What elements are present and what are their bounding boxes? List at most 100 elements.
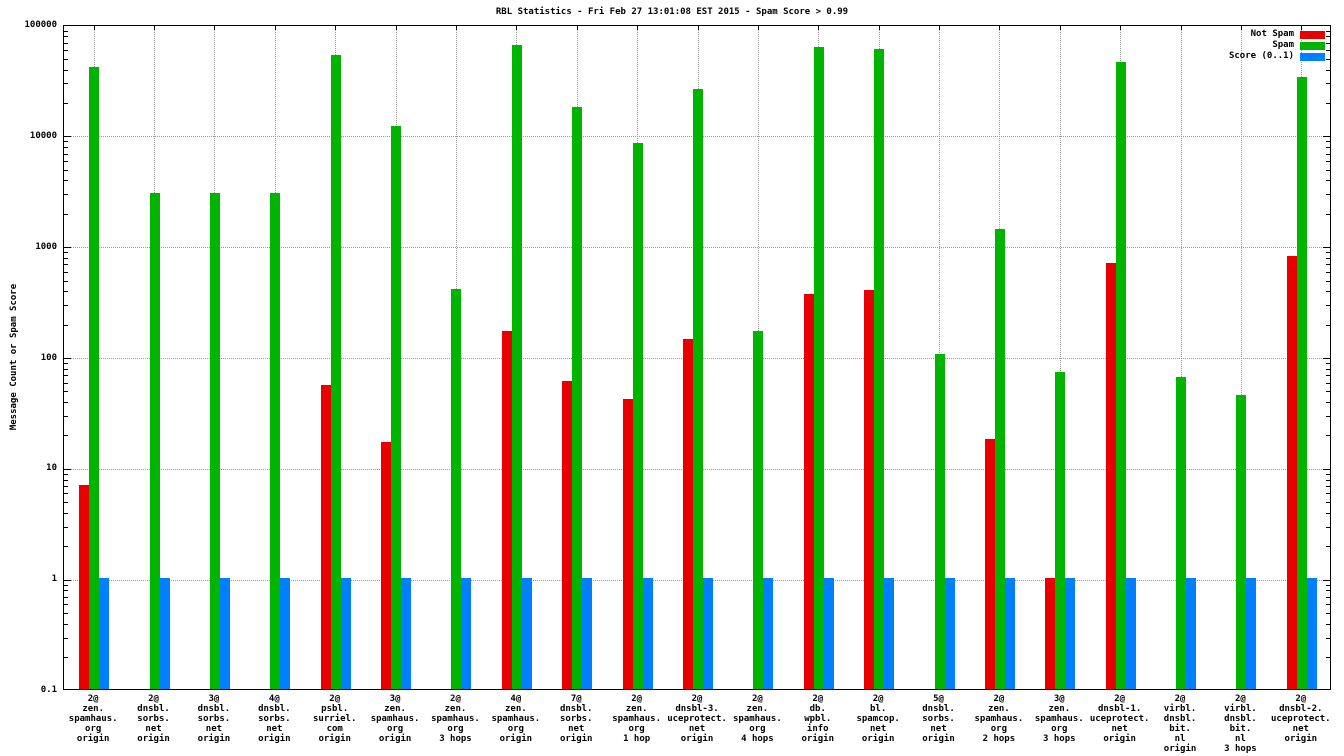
bar-score-0-1 bbox=[1246, 578, 1257, 689]
x-tick bbox=[1180, 26, 1182, 30]
y-minor-tick bbox=[1326, 502, 1330, 504]
y-major-tick bbox=[64, 358, 71, 359]
y-minor-tick bbox=[1326, 546, 1330, 548]
bar-spam bbox=[1115, 62, 1126, 689]
y-minor-tick bbox=[1326, 194, 1330, 196]
y-minor-tick bbox=[64, 623, 68, 625]
bar-score-0-1 bbox=[944, 578, 955, 689]
y-minor-tick bbox=[1326, 402, 1330, 404]
y-minor-tick bbox=[1326, 69, 1330, 71]
x-tick-label: 4@ zen. spamhaus. org origin bbox=[491, 694, 541, 744]
y-minor-tick bbox=[64, 363, 68, 365]
bar-not-spam bbox=[864, 289, 875, 689]
x-tick-label: 5@ dnsbl. sorbs. net origin bbox=[922, 694, 955, 744]
bar-not-spam bbox=[501, 330, 512, 689]
y-minor-tick bbox=[64, 83, 68, 85]
y-minor-tick bbox=[1326, 363, 1330, 365]
legend-label: Not Spam bbox=[1250, 29, 1294, 39]
bar-not-spam bbox=[1286, 256, 1297, 689]
bar-score-0-1 bbox=[99, 578, 110, 689]
bar-spam bbox=[1236, 394, 1247, 689]
x-tick-label: 2@ psbl. surriel. com origin bbox=[313, 694, 357, 744]
y-tick-label: 10 bbox=[46, 463, 57, 474]
bar-spam bbox=[874, 48, 885, 689]
y-minor-tick bbox=[64, 30, 68, 32]
x-tick bbox=[214, 26, 216, 30]
y-minor-tick bbox=[64, 479, 68, 481]
bar-spam bbox=[89, 66, 100, 689]
y-minor-tick bbox=[1326, 147, 1330, 149]
y-minor-tick bbox=[64, 305, 68, 307]
y-major-tick bbox=[1323, 247, 1330, 249]
y-minor-tick bbox=[1326, 36, 1330, 38]
bar-not-spam bbox=[320, 385, 331, 689]
bar-spam bbox=[632, 142, 643, 689]
y-minor-tick bbox=[1326, 486, 1330, 487]
y-minor-tick bbox=[64, 257, 68, 259]
legend-label: Score (0..1) bbox=[1228, 51, 1294, 61]
y-minor-tick bbox=[64, 473, 68, 475]
y-minor-tick bbox=[1326, 382, 1330, 384]
y-tick-label: 100 bbox=[40, 352, 57, 363]
x-tick-label: 3@ dnsbl. sorbs. net origin bbox=[197, 694, 231, 744]
y-minor-tick bbox=[1326, 264, 1330, 266]
y-minor-tick bbox=[64, 153, 68, 155]
y-minor-tick bbox=[1326, 280, 1330, 282]
bar-spam bbox=[391, 126, 402, 689]
chart-title: RBL Statistics - Fri Feb 27 13:01:08 EST… bbox=[495, 7, 849, 17]
bar-not-spam bbox=[622, 399, 633, 689]
bar-not-spam bbox=[381, 441, 392, 689]
legend-label: Spam bbox=[1272, 40, 1294, 50]
x-tick-label: 2@ zen. spamhaus. org 3 hops bbox=[431, 694, 480, 744]
x-tick-label: 2@ zen. spamhaus. org 2 hops bbox=[974, 694, 1024, 744]
bar-score-0-1 bbox=[703, 578, 713, 689]
y-minor-tick bbox=[64, 590, 68, 592]
y-minor-tick bbox=[64, 160, 68, 162]
x-tick-label: 2@ zen. spamhaus. org 4 hops bbox=[732, 694, 782, 744]
y-minor-tick bbox=[1326, 596, 1330, 598]
y-minor-tick bbox=[1326, 291, 1330, 293]
y-minor-tick bbox=[1326, 30, 1330, 32]
y-minor-tick bbox=[64, 291, 68, 293]
x-tick bbox=[335, 26, 337, 30]
y-minor-tick bbox=[1326, 526, 1330, 528]
x-tick bbox=[395, 26, 397, 30]
bar-score-0-1 bbox=[280, 578, 291, 689]
x-tick-label: 2@ zen. spamhaus. org origin bbox=[68, 694, 118, 744]
y-minor-tick bbox=[64, 435, 68, 437]
y-minor-tick bbox=[1326, 435, 1330, 437]
y-minor-tick bbox=[1326, 169, 1330, 171]
y-minor-tick bbox=[64, 382, 68, 384]
y-minor-tick bbox=[64, 58, 68, 60]
y-minor-tick bbox=[64, 526, 68, 528]
gridline-vertical bbox=[1059, 26, 1061, 689]
bar-spam bbox=[813, 47, 824, 689]
y-minor-tick bbox=[64, 493, 68, 495]
y-minor-tick bbox=[64, 512, 68, 514]
bar-score-0-1 bbox=[582, 578, 593, 689]
y-minor-tick bbox=[64, 194, 68, 196]
y-minor-tick bbox=[1326, 257, 1330, 259]
y-minor-tick bbox=[1326, 613, 1330, 615]
y-major-tick bbox=[1323, 358, 1330, 359]
y-minor-tick bbox=[1326, 623, 1330, 625]
x-tick bbox=[516, 26, 518, 30]
x-tick-label: 2@ dnsbl-2. uceprotect. net origin bbox=[1270, 694, 1331, 744]
bar-score-0-1 bbox=[1065, 578, 1076, 689]
x-tick bbox=[939, 26, 941, 30]
legend-swatch bbox=[1300, 30, 1325, 39]
bar-spam bbox=[1176, 377, 1187, 689]
x-tick-label: 2@ dnsbl-1. uceprotect. net origin bbox=[1089, 694, 1150, 744]
bar-not-spam bbox=[79, 484, 90, 689]
bar-score-0-1 bbox=[884, 578, 895, 689]
y-minor-tick bbox=[1326, 252, 1330, 254]
y-minor-tick bbox=[1326, 584, 1330, 586]
gridline-vertical bbox=[1180, 26, 1182, 689]
x-tick-label: 2@ dnsbl-3. uceprotect. net origin bbox=[667, 694, 727, 744]
x-tick bbox=[757, 26, 759, 30]
bar-score-0-1 bbox=[1186, 578, 1197, 689]
y-tick-label: 100000 bbox=[24, 20, 57, 30]
legend-entry: Not Spam bbox=[1251, 30, 1325, 39]
y-major-tick bbox=[64, 247, 71, 249]
x-tick bbox=[455, 26, 457, 30]
